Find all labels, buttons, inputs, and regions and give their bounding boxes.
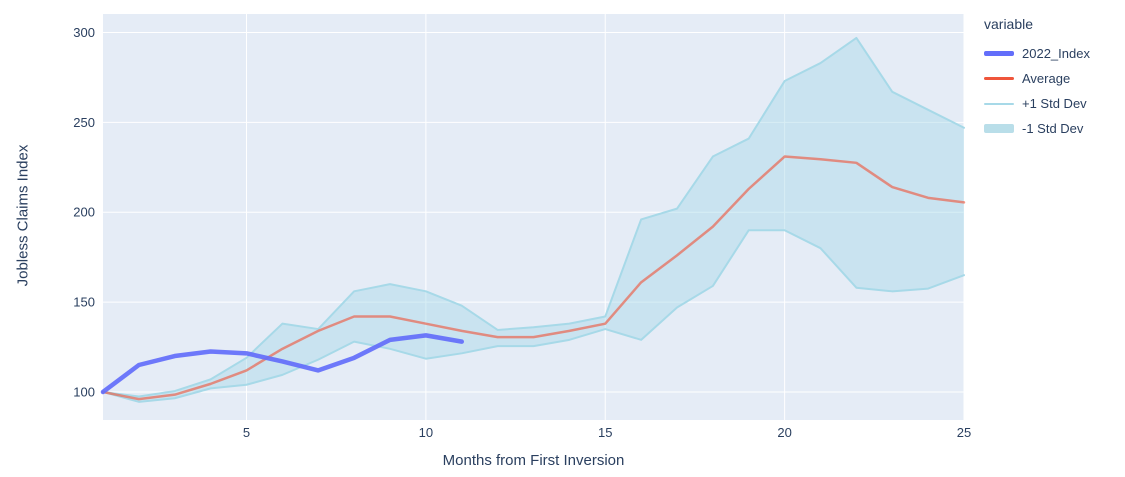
legend-item-average[interactable]: Average [984,66,1122,91]
legend-item-2022-index[interactable]: 2022_Index [984,41,1122,66]
legend-swatch [984,122,1014,136]
legend: variable 2022_Index Average +1 Std Dev -1 S… [984,16,1122,141]
x-tick-label: 15 [598,425,612,440]
y-axis-title: Jobless Claims Index [14,144,32,287]
legend-swatch [984,72,1014,86]
legend-item-label: Average [1022,71,1071,86]
y-tick-label: 150 [73,295,95,310]
trace-2022-index[interactable] [100,333,464,395]
y-tick-label: 100 [73,384,95,399]
y-tick-label: 250 [73,115,95,130]
trace-average[interactable] [101,155,966,401]
y-tick-label: 300 [73,25,95,40]
x-tick-label: 20 [777,425,791,440]
legend-item-label: +1 Std Dev [1022,96,1087,111]
legend-swatch [984,97,1014,111]
trace--1-std-dev[interactable] [102,229,965,403]
legend-item--1-std-dev[interactable]: -1 Std Dev [984,116,1122,141]
std-dev-band-fill [103,37,964,402]
y-tick-label: 200 [73,205,95,220]
trace--1-std-dev[interactable] [102,36,965,398]
legend-swatch [984,47,1014,61]
legend-item--1-std-dev[interactable]: +1 Std Dev [984,91,1122,116]
x-axis-title: Months from First Inversion [442,452,625,469]
x-tick-label: 25 [957,425,971,440]
x-tick-label: 10 [419,425,433,440]
legend-item-label: -1 Std Dev [1022,121,1084,136]
legend-title: variable [984,16,1034,32]
x-tick-label: 5 [243,425,250,440]
legend-item-label: 2022_Index [1022,46,1090,61]
